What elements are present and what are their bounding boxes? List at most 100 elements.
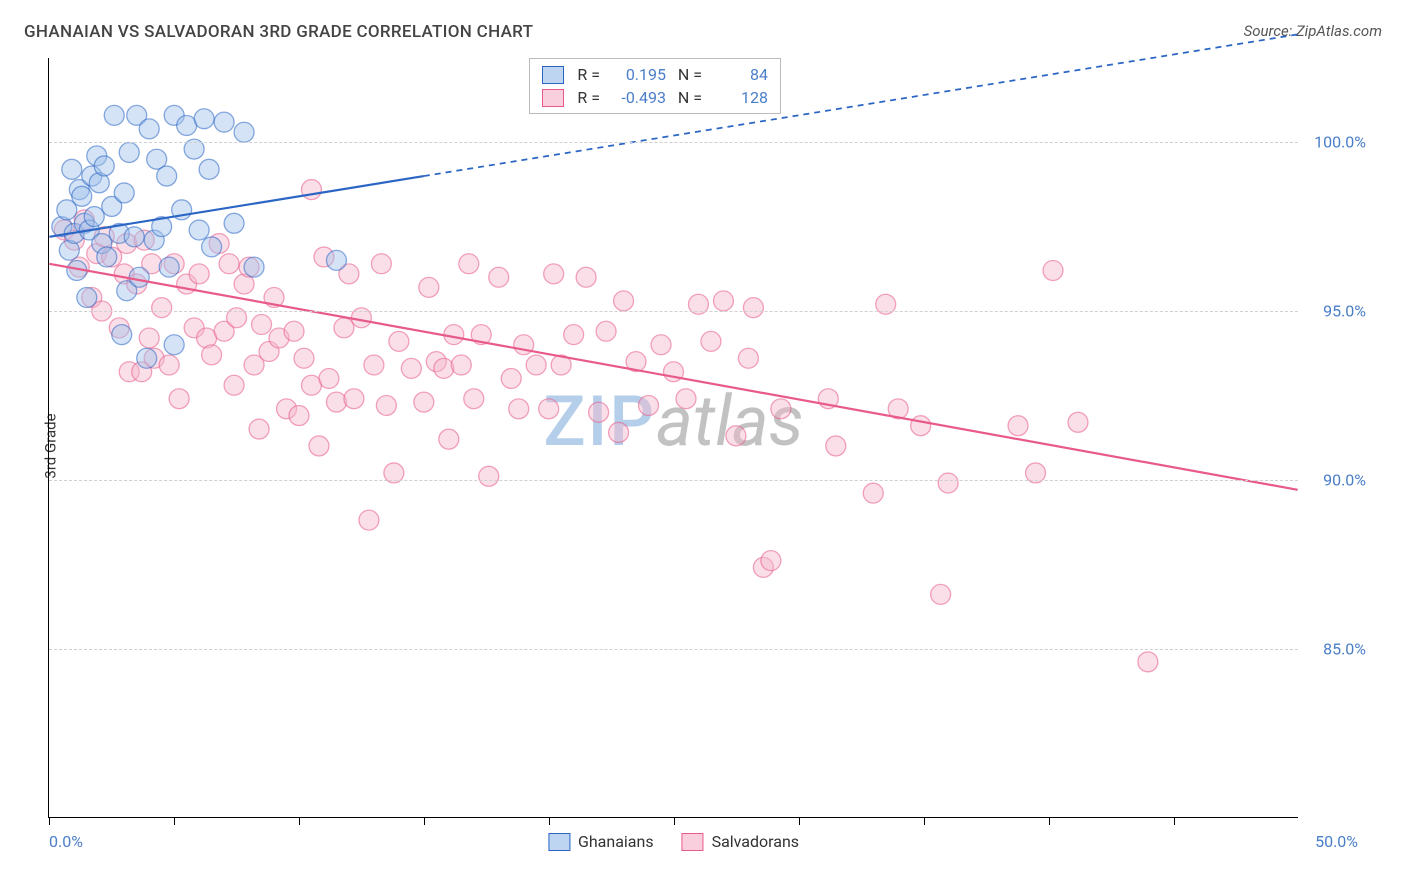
data-point xyxy=(326,392,346,412)
swatch-ghanaians xyxy=(542,66,564,84)
data-point xyxy=(62,159,82,179)
data-point xyxy=(911,416,931,436)
data-point xyxy=(419,277,439,297)
data-point xyxy=(164,335,184,355)
data-point xyxy=(359,510,379,530)
data-point xyxy=(931,584,951,604)
data-point xyxy=(1068,412,1088,432)
data-point xyxy=(194,109,214,129)
scatter-svg xyxy=(49,58,1298,817)
data-point xyxy=(224,213,244,233)
source-label: Source: ZipAtlas.com xyxy=(1244,22,1382,40)
data-point xyxy=(938,473,958,493)
data-point xyxy=(479,466,499,486)
data-point xyxy=(289,406,309,426)
grid-line xyxy=(49,480,1298,481)
data-point xyxy=(576,267,596,287)
data-point xyxy=(189,220,209,240)
x-tick xyxy=(424,817,425,825)
n-label: N = xyxy=(674,88,702,107)
data-point xyxy=(564,325,584,345)
data-point xyxy=(1138,652,1158,672)
data-point xyxy=(434,358,454,378)
data-point xyxy=(334,318,354,338)
data-point xyxy=(589,402,609,422)
x-tick xyxy=(174,817,175,825)
data-point xyxy=(414,392,434,412)
data-point xyxy=(199,159,219,179)
data-point xyxy=(371,254,391,274)
data-point xyxy=(219,254,239,274)
data-point xyxy=(152,298,172,318)
data-point xyxy=(459,254,479,274)
data-point xyxy=(159,257,179,277)
legend-row-ghanaians: R = 0.195 N = 84 xyxy=(542,63,768,86)
r-label: R = xyxy=(572,88,600,107)
data-point xyxy=(284,321,304,341)
data-point xyxy=(309,436,329,456)
data-point xyxy=(84,207,104,227)
series-name-ghanaians: Ghanaians xyxy=(578,832,654,851)
data-point xyxy=(224,375,244,395)
x-tick xyxy=(674,817,675,825)
data-point xyxy=(651,335,671,355)
y-tick-label: 90.0% xyxy=(1323,471,1366,490)
data-point xyxy=(464,389,484,409)
x-tick xyxy=(924,817,925,825)
data-point xyxy=(244,257,264,277)
chart-title: GHANAIAN VS SALVADORAN 3RD GRADE CORRELA… xyxy=(24,22,533,42)
data-point xyxy=(104,105,124,125)
data-point xyxy=(364,355,384,375)
data-point xyxy=(1043,261,1063,281)
data-point xyxy=(539,399,559,419)
r-value-salvadorans: -0.493 xyxy=(608,88,666,107)
data-point xyxy=(401,358,421,378)
y-tick-label: 95.0% xyxy=(1323,302,1366,321)
data-point xyxy=(189,264,209,284)
data-point xyxy=(94,156,114,176)
data-point xyxy=(826,436,846,456)
data-point xyxy=(129,267,149,287)
legend-row-salvadorans: R = -0.493 N = 128 xyxy=(542,86,768,109)
swatch-salvadorans-bottom xyxy=(682,833,704,851)
legend-item-ghanaians: Ghanaians xyxy=(548,832,654,851)
data-point xyxy=(1008,416,1028,436)
data-point xyxy=(139,328,159,348)
data-point xyxy=(139,119,159,139)
data-point xyxy=(112,325,132,345)
x-axis-min-label: 0.0% xyxy=(49,832,83,851)
data-point xyxy=(526,355,546,375)
plot-area: ZIPatlas R = 0.195 N = 84 R = -0.493 N =… xyxy=(48,58,1298,818)
y-tick-label: 100.0% xyxy=(1314,133,1366,152)
data-point xyxy=(451,355,471,375)
r-label: R = xyxy=(572,65,600,84)
x-tick xyxy=(549,817,550,825)
data-point xyxy=(72,186,92,206)
data-point xyxy=(159,355,179,375)
data-point xyxy=(344,389,364,409)
data-point xyxy=(202,345,222,365)
data-point xyxy=(761,551,781,571)
x-tick xyxy=(1049,817,1050,825)
data-point xyxy=(249,419,269,439)
r-value-ghanaians: 0.195 xyxy=(608,65,666,84)
data-point xyxy=(743,298,763,318)
data-point xyxy=(738,348,758,368)
data-point xyxy=(701,331,721,351)
grid-line xyxy=(49,649,1298,650)
y-tick-label: 85.0% xyxy=(1323,640,1366,659)
n-value-ghanaians: 84 xyxy=(710,65,768,84)
n-value-salvadorans: 128 xyxy=(710,88,768,107)
data-point xyxy=(376,395,396,415)
data-point xyxy=(389,331,409,351)
data-point xyxy=(444,325,464,345)
data-point xyxy=(596,321,616,341)
correlation-legend: R = 0.195 N = 84 R = -0.493 N = 128 xyxy=(529,58,781,114)
data-point xyxy=(169,389,189,409)
data-point xyxy=(439,429,459,449)
x-axis-max-label: 50.0% xyxy=(1315,832,1358,851)
data-point xyxy=(713,291,733,311)
data-point xyxy=(489,267,509,287)
data-point xyxy=(301,180,321,200)
data-point xyxy=(501,368,521,388)
